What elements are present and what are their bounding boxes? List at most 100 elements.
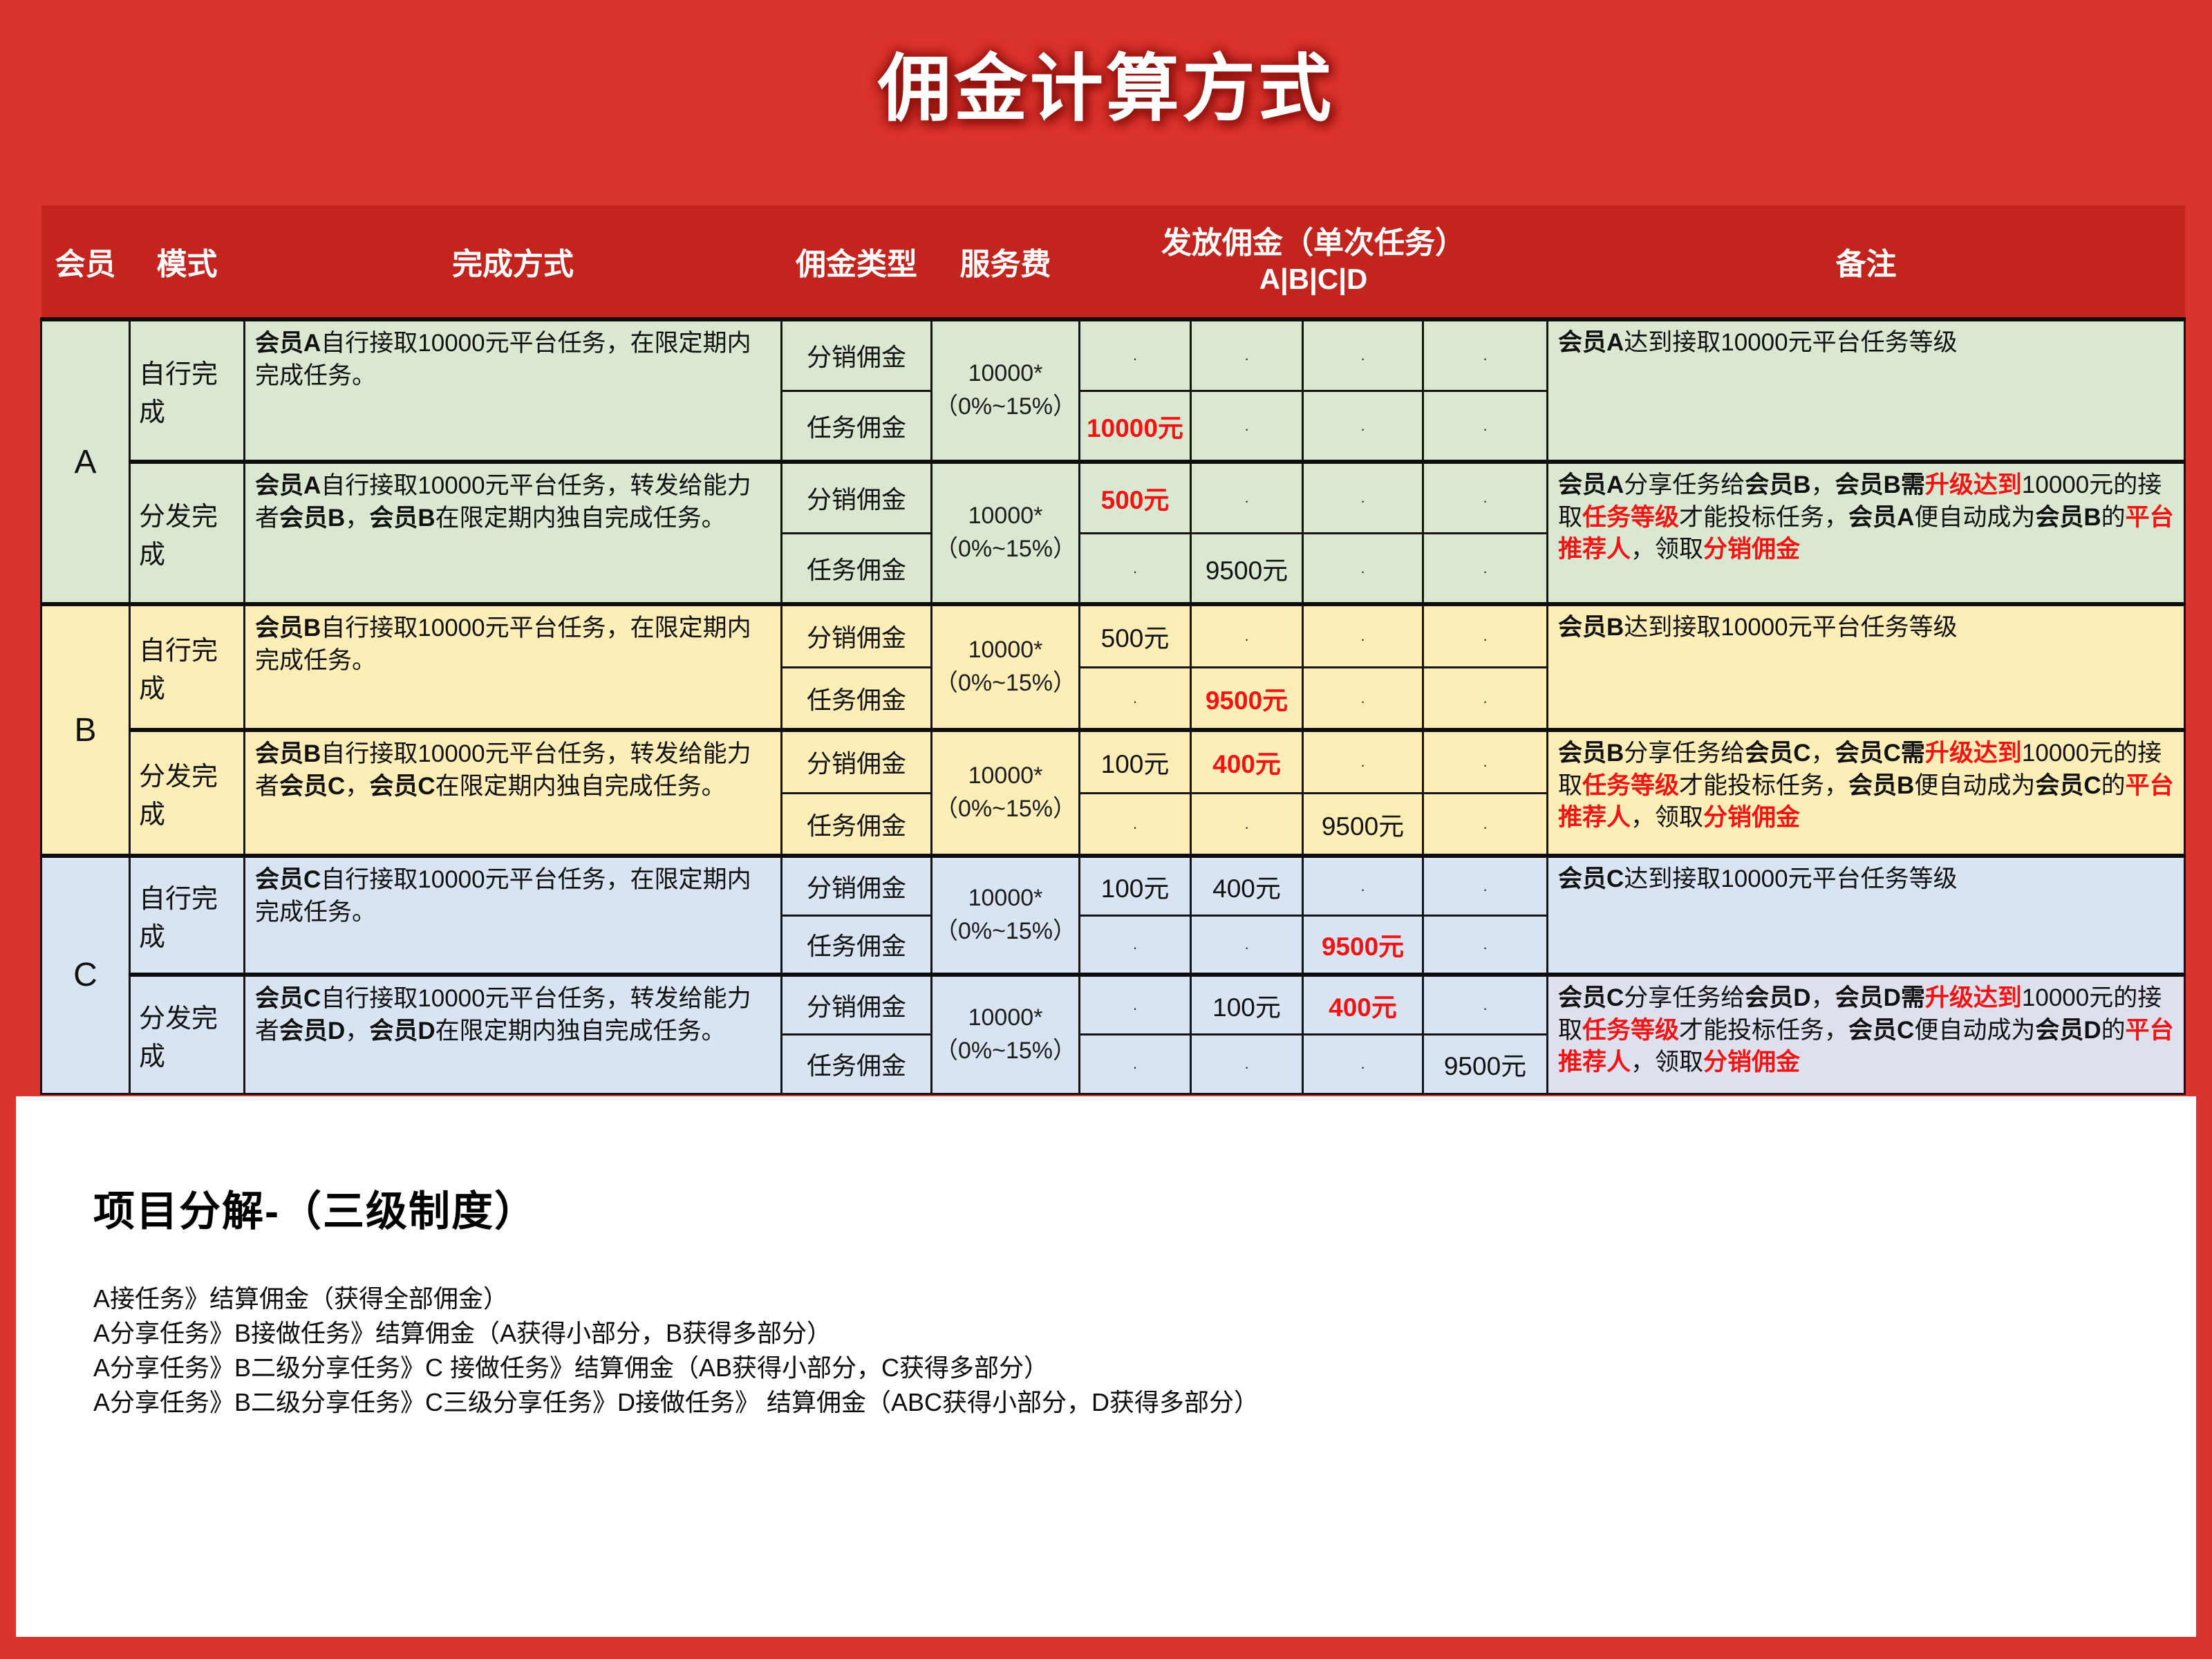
member-cell-b: B <box>40 602 131 857</box>
service-fee-line: （0%~15%） <box>934 918 1077 944</box>
mode-cell: 分发完成 <box>129 973 245 1095</box>
table-row: B 自行完成 会员B自行接取10000元平台任务，在限定期内完成任务。 分销佣金… <box>40 602 2186 857</box>
breakdown-line: A分享任务》B二级分享任务》C 接做任务》结算佣金（AB获得小部分，C获得多部分… <box>93 1353 1049 1382</box>
remark-cell: 会员C分享任务给会员D，会员D需升级达到10000元的接取任务等级才能投标任务，… <box>1546 973 2186 1095</box>
table-row: 任务佣金 10000元 · · · <box>41 389 2185 463</box>
value-cell-d: · <box>1422 973 1548 1035</box>
breakdown-line: A分享任务》B二级分享任务》C三级分享任务》D接做任务》 结算佣金（ABC获得小… <box>93 1388 1259 1416</box>
page-title: 佣金计算方式 <box>878 49 1334 130</box>
footer-panel: 项目分解-（三级制度） A接任务》结算佣金（获得全部佣金） A分享任务》B接做任… <box>16 1096 2196 1637</box>
commission-table-wrap: 会员 模式 完成方式 佣金类型 服务费 发放佣金（单次任务） A|B|C|D 备… <box>40 205 2186 1095</box>
value-cell-b: · <box>1190 460 1304 534</box>
method-cell: 会员C自行接取10000元平台任务，转发给能力者会员D，会员D在限定期内独自完成… <box>243 973 782 1095</box>
commission-type-cell: 分销佣金 <box>780 973 932 1035</box>
value-cell-d: · <box>1422 317 1548 392</box>
method-cell: 会员A自行接取10000元平台任务，在限定期内完成任务。 <box>243 317 782 463</box>
breakdown-heading: 项目分解-（三级制度） <box>93 1188 537 1235</box>
value-cell-d: · <box>1422 728 1548 794</box>
commission-type-cell: 任务佣金 <box>780 532 932 606</box>
remark-cell: 会员B达到接取10000元平台任务等级 <box>1546 602 2186 731</box>
value-cell-b: 400元 <box>1190 728 1304 794</box>
method-cell: 会员B自行接取10000元平台任务，转发给能力者会员C，会员C在限定期内独自完成… <box>243 728 782 857</box>
service-fee-cell: 10000* （0%~15%） <box>930 602 1080 731</box>
service-fee-cell: 10000* （0%~15%） <box>930 728 1080 857</box>
service-fee-line: 10000* <box>968 637 1043 664</box>
value-cell-b: 9500元 <box>1190 532 1304 606</box>
table-row: 分发完成 会员C自行接取10000元平台任务，转发给能力者会员D，会员D在限定期… <box>41 973 2186 1095</box>
table-row: 任务佣金 · · 9500元 · <box>41 914 2185 976</box>
value-cell-a: · <box>1078 666 1192 731</box>
value-cell-d: · <box>1422 389 1548 463</box>
value-cell-c: 9500元 <box>1302 914 1424 976</box>
service-fee-line: （0%~15%） <box>934 796 1077 822</box>
commission-type-cell: 任务佣金 <box>780 791 932 857</box>
value-cell-c: · <box>1302 1033 1424 1095</box>
table-row: A 自行完成 会员A自行接取10000元平台任务，在限定期内完成任务。 分销佣金… <box>40 317 2186 606</box>
breakdown-line: A接任务》结算佣金（获得全部佣金） <box>93 1284 509 1313</box>
commission-type-cell: 分销佣金 <box>780 460 932 534</box>
value-cell-c: · <box>1302 389 1424 463</box>
value-cell-b: · <box>1190 389 1304 463</box>
commission-type-cell: 分销佣金 <box>780 317 932 392</box>
service-fee-cell: 10000* （0%~15%） <box>930 854 1080 976</box>
method-cell: 会员A自行接取10000元平台任务，转发给能力者会员B，会员B在限定期内独自完成… <box>243 460 782 606</box>
value-cell-d: · <box>1422 602 1548 668</box>
value-cell-c: · <box>1302 666 1424 731</box>
commission-type-cell: 任务佣金 <box>780 914 932 976</box>
table-row: 分发完成 会员A自行接取10000元平台任务，转发给能力者会员B，会员B在限定期… <box>41 460 2186 606</box>
mode-cell: 分发完成 <box>129 460 245 606</box>
value-cell-c: · <box>1302 532 1424 606</box>
service-fee-line: （0%~15%） <box>934 393 1077 420</box>
value-cell-d: · <box>1422 532 1548 606</box>
table-row: 分发完成 会员B自行接取10000元平台任务，转发给能力者会员C，会员C在限定期… <box>41 728 2186 857</box>
commission-type-cell: 任务佣金 <box>780 666 932 731</box>
commission-type-cell: 分销佣金 <box>780 854 932 917</box>
breakdown-line: A分享任务》B接做任务》结算佣金（A获得小部分，B获得多部分） <box>93 1319 832 1347</box>
value-cell-c: 9500元 <box>1302 791 1424 857</box>
value-cell-d: · <box>1422 914 1548 976</box>
remark-cell: 会员A达到接取10000元平台任务等级 <box>1546 317 2186 463</box>
service-fee-cell: 10000* （0%~15%） <box>930 973 1080 1095</box>
header-member: 会员 <box>41 205 130 319</box>
header-payout: 发放佣金（单次任务） A|B|C|D <box>1079 205 1548 319</box>
service-fee-line: 10000* <box>968 503 1043 529</box>
service-fee-line: 10000* <box>968 1004 1043 1031</box>
header-payout-sub: A|B|C|D <box>1259 263 1368 296</box>
service-fee-line: 10000* <box>968 360 1043 387</box>
mode-cell: 分发完成 <box>129 728 245 857</box>
value-cell-a: · <box>1078 317 1192 392</box>
header-service-fee: 服务费 <box>931 205 1080 319</box>
value-cell-a: · <box>1078 791 1192 857</box>
commission-type-cell: 分销佣金 <box>780 602 932 668</box>
header-mode: 模式 <box>129 205 245 319</box>
header-payout-title: 发放佣金（单次任务） <box>1161 226 1465 261</box>
value-cell-d: · <box>1422 791 1548 857</box>
value-cell-a: 100元 <box>1078 728 1192 794</box>
value-cell-a: · <box>1078 914 1192 976</box>
value-cell-d: · <box>1422 460 1548 534</box>
commission-type-cell: 任务佣金 <box>780 389 932 463</box>
mode-cell: 自行完成 <box>129 854 245 976</box>
value-cell-d: · <box>1422 854 1548 917</box>
value-cell-b: 100元 <box>1190 973 1304 1035</box>
member-cell-c: C <box>40 854 131 1095</box>
service-fee-line: （0%~15%） <box>934 536 1077 562</box>
service-fee-line: 10000* <box>968 885 1043 912</box>
value-cell-b: · <box>1190 317 1304 392</box>
value-cell-a: 500元 <box>1078 460 1192 534</box>
method-cell: 会员B自行接取10000元平台任务，在限定期内完成任务。 <box>243 602 782 731</box>
value-cell-b: · <box>1190 914 1304 976</box>
value-cell-c: · <box>1302 460 1424 534</box>
header-commission-type: 佣金类型 <box>781 205 932 319</box>
value-cell-c: · <box>1302 854 1424 917</box>
remark-cell: 会员B分享任务给会员C，会员C需升级达到10000元的接取任务等级才能投标任务，… <box>1546 728 2186 857</box>
value-cell-d: · <box>1422 666 1548 731</box>
header-method: 完成方式 <box>244 205 782 319</box>
value-cell-c: · <box>1302 602 1424 668</box>
mode-cell: 自行完成 <box>129 317 245 463</box>
remark-cell: 会员C达到接取10000元平台任务等级 <box>1546 854 2186 976</box>
value-cell-a: · <box>1078 973 1192 1035</box>
value-cell-a: 500元 <box>1078 602 1192 668</box>
header-row: 会员 模式 完成方式 佣金类型 服务费 发放佣金（单次任务） A|B|C|D 备… <box>41 205 2185 319</box>
